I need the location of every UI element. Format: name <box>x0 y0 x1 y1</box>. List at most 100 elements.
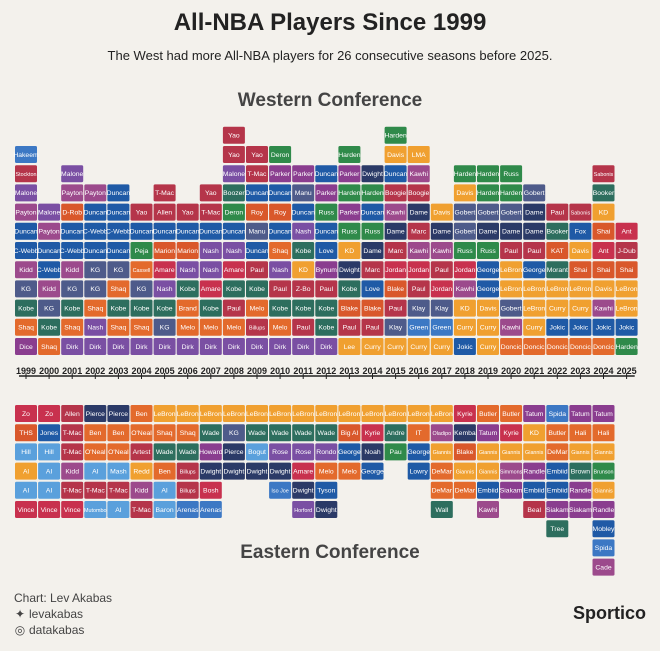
tile-label: Siakam <box>569 507 592 514</box>
tile-background <box>61 462 84 480</box>
tile-label: LeBron <box>200 411 222 418</box>
west-player-tile: Harden <box>338 146 361 163</box>
tile-label: Dirk <box>320 344 333 351</box>
tile-label: Wade <box>271 430 289 437</box>
west-player-tile: Kawhi <box>384 203 407 221</box>
tile-label: Dirk <box>297 344 310 351</box>
tile-label: Boozer <box>223 190 245 197</box>
western-conference-label: Western Conference <box>237 90 423 111</box>
tile-background <box>338 280 361 298</box>
west-player-tile: Russ <box>453 242 476 259</box>
tile-label: Melo <box>319 468 334 475</box>
tile-label: Spida <box>595 545 613 552</box>
tile-background <box>153 184 176 202</box>
year-label: 2006 <box>178 366 198 376</box>
tile-background <box>176 280 199 298</box>
tile-label: KG <box>21 286 31 293</box>
west-player-tile: Parker <box>338 203 361 221</box>
tile-background <box>38 481 61 499</box>
east-player-tile: KG <box>222 424 245 442</box>
instagram-handle[interactable]: ◎ datakabas <box>14 622 112 638</box>
west-player-tile: KG <box>153 318 176 336</box>
west-player-tile: Gobert <box>453 222 476 240</box>
tile-label: Amare <box>293 468 313 475</box>
tile-background <box>477 261 499 279</box>
tile-label: Dwight <box>247 468 268 475</box>
tile-label: Dwight <box>293 488 314 495</box>
east-player-tile: Giannis <box>592 481 615 499</box>
tile-background <box>269 443 292 461</box>
tile-label: Gobert <box>501 209 522 216</box>
tile-label: Russ <box>503 171 519 178</box>
tile-background <box>107 299 130 317</box>
west-player-tile: Kobe <box>315 318 338 336</box>
tile-background <box>107 462 130 480</box>
tile-label: Howard <box>199 449 223 456</box>
west-player-tile: Shai <box>592 261 615 279</box>
east-player-tile: Vince <box>15 501 37 518</box>
tile-label: Embiid <box>524 488 545 495</box>
tile-label: Dwight <box>270 468 291 475</box>
tile-label: Yao <box>228 133 240 140</box>
west-player-tile: KD <box>338 242 361 259</box>
west-player-tile: Paul <box>407 280 430 298</box>
west-player-tile: Dame <box>500 222 523 240</box>
tile-label: Rose <box>295 449 311 456</box>
tile-background <box>430 338 453 355</box>
tile-label: Dirk <box>182 344 195 351</box>
tile-label: Booker <box>547 229 569 236</box>
tile-label: Stockton <box>16 172 37 178</box>
east-player-tile: Al <box>15 462 37 480</box>
tile-label: Ben <box>159 468 171 475</box>
tile-label: Kidd <box>19 267 33 274</box>
tile-label: Kawhi <box>502 325 521 332</box>
tile-background <box>338 165 361 183</box>
east-player-tile: Arenas <box>199 501 222 518</box>
tile-label: Marion <box>154 248 175 255</box>
tile-background <box>15 203 37 221</box>
tile-label: Melo <box>203 325 218 332</box>
twitter-handle[interactable]: ✦ levakabas <box>14 606 112 622</box>
tile-background <box>269 338 292 355</box>
tile-label: KG <box>113 267 123 274</box>
twitter-handle-text: levakabas <box>29 607 84 621</box>
west-player-tile: Jordan <box>407 261 430 279</box>
tile-label: Deron <box>271 152 290 159</box>
east-player-tile: Arenas <box>176 501 199 518</box>
tile-label: Malone <box>223 171 246 178</box>
tile-background <box>269 318 292 336</box>
tile-label: Tatum <box>479 430 498 437</box>
west-player-tile: Hakeem <box>13 146 39 163</box>
tile-background <box>592 539 615 557</box>
tile-background <box>384 203 407 221</box>
tile-background <box>407 318 430 336</box>
tile-label: Shai <box>620 267 634 274</box>
west-player-tile: Morant <box>546 261 569 279</box>
tile-background <box>453 338 476 355</box>
tile-label: KG <box>160 325 170 332</box>
tile-label: Shaq <box>110 286 126 293</box>
tile-label: Arenas <box>200 507 222 514</box>
tile-background <box>546 338 569 355</box>
west-player-tile: LeBron <box>546 280 568 298</box>
tile-label: Artest <box>133 449 151 456</box>
east-player-tile: Embiid <box>523 481 546 499</box>
tile-label: Kidd <box>135 488 149 495</box>
tile-label: IT <box>416 430 422 437</box>
west-player-tile: Davis <box>430 203 453 221</box>
tile-label: T-Mac <box>132 507 151 514</box>
west-player-tile: Kawhi <box>453 280 476 298</box>
tile-background <box>430 261 453 279</box>
tile-label: Rose <box>272 449 288 456</box>
tile-label: Ben <box>89 430 101 437</box>
tile-background <box>199 184 222 202</box>
tile-background <box>292 280 315 298</box>
east-player-tile: Kyrie <box>453 405 476 422</box>
tile-background <box>384 146 407 163</box>
tile-label: Wade <box>318 430 336 437</box>
tile-label: Allen <box>65 411 80 418</box>
west-player-tile: Z-Bo <box>292 280 315 298</box>
tile-background <box>523 501 546 518</box>
west-player-tile: Blake <box>384 280 407 298</box>
tile-label: Dirk <box>89 344 102 351</box>
